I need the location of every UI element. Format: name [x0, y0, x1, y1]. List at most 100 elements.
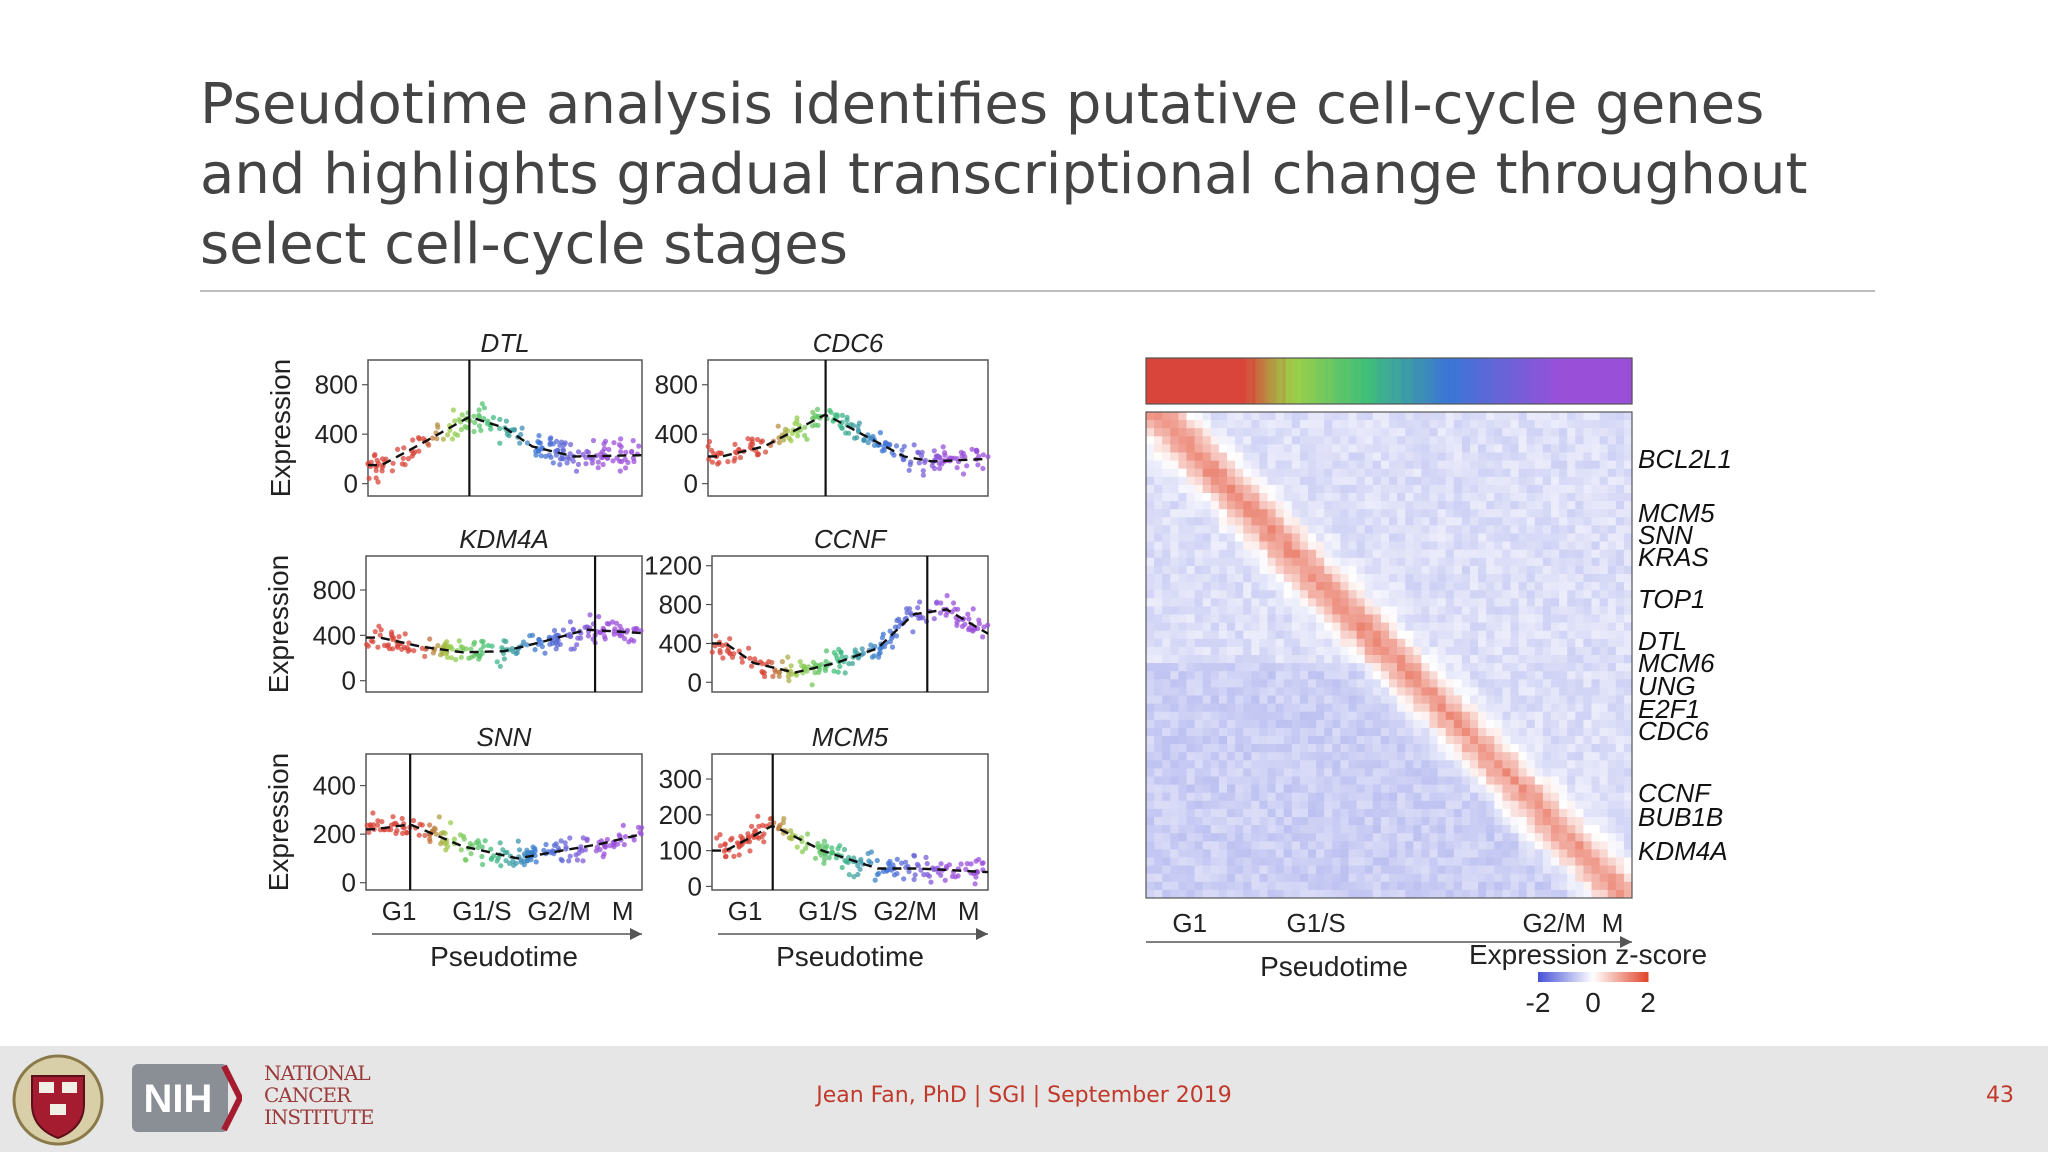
- heatmap-cell: [1146, 622, 1155, 632]
- stage-band-cell: [1328, 358, 1332, 404]
- heatmap-cell: [1429, 752, 1438, 761]
- heatmap-cell: [1178, 493, 1187, 502]
- heatmap-cell: [1599, 412, 1609, 421]
- heatmap-cell: [1316, 655, 1325, 664]
- heatmap-cell: [1551, 444, 1560, 453]
- heatmap-cell: [1324, 663, 1333, 672]
- heatmap-cell: [1437, 695, 1447, 704]
- heatmap-cell: [1308, 646, 1317, 656]
- heatmap-cell: [1478, 800, 1487, 810]
- heatmap-cell: [1389, 484, 1398, 494]
- heatmap-cell: [1502, 808, 1511, 818]
- stage-band-cell: [1313, 358, 1317, 404]
- heatmap-cell: [1251, 614, 1260, 623]
- heatmap-cell: [1356, 436, 1366, 445]
- data-point: [785, 673, 792, 680]
- heatmap-cell: [1235, 646, 1244, 656]
- heatmap-cell: [1575, 484, 1584, 494]
- heatmap-cell: [1494, 646, 1503, 656]
- heatmap-cell: [1186, 517, 1195, 526]
- heatmap-cell: [1243, 590, 1252, 599]
- heatmap-cell: [1340, 436, 1349, 445]
- heatmap-cell: [1210, 865, 1220, 875]
- heatmap-cell: [1623, 565, 1633, 575]
- heatmap-cell: [1299, 817, 1309, 826]
- data-point: [515, 838, 521, 844]
- heatmap-cell: [1615, 452, 1625, 461]
- heatmap-cell: [1210, 719, 1220, 729]
- data-point: [903, 859, 909, 865]
- data-point: [481, 643, 487, 649]
- heatmap-cell: [1283, 687, 1293, 696]
- data-point: [551, 842, 558, 849]
- heatmap-cell: [1275, 565, 1285, 575]
- heatmap-cell: [1146, 857, 1155, 866]
- heatmap-cell: [1299, 671, 1309, 680]
- heatmap-cell: [1575, 711, 1584, 721]
- heatmap-cell: [1623, 549, 1633, 559]
- heatmap-cell: [1356, 833, 1366, 842]
- heatmap-cell: [1405, 833, 1414, 842]
- heatmap-cell: [1372, 768, 1382, 777]
- heatmap-cell: [1380, 436, 1390, 445]
- data-point: [815, 840, 821, 847]
- heatmap-cell: [1599, 452, 1609, 461]
- heatmap-cell: [1170, 436, 1179, 445]
- data-point: [385, 642, 391, 648]
- heatmap-cell: [1470, 420, 1479, 429]
- heatmap-cell: [1146, 727, 1155, 737]
- stage-band-cell: [1629, 358, 1633, 404]
- heatmap-cell: [1259, 420, 1268, 429]
- data-point: [635, 824, 642, 831]
- heatmap-cell: [1615, 525, 1625, 534]
- heatmap-cell: [1324, 865, 1333, 875]
- heatmap-cell: [1494, 800, 1503, 810]
- heatmap-cell: [1259, 760, 1268, 769]
- heatmap-cell: [1340, 622, 1349, 632]
- heatmap-cell: [1218, 476, 1228, 486]
- stage-band-cell: [1613, 358, 1618, 404]
- heatmap-cell: [1251, 727, 1260, 737]
- heatmap-cell: [1551, 493, 1560, 502]
- heatmap-cell: [1470, 744, 1479, 753]
- heatmap-cell: [1275, 849, 1285, 858]
- heatmap-cell: [1486, 557, 1495, 567]
- heatmap-cell: [1348, 598, 1357, 607]
- heatmap-cell: [1348, 655, 1357, 664]
- heatmap-cell: [1235, 622, 1244, 632]
- heatmap-cell: [1486, 501, 1495, 510]
- heatmap-cell: [1502, 444, 1511, 453]
- heatmap-cell: [1510, 760, 1519, 769]
- heatmap-cell: [1486, 638, 1495, 648]
- data-point: [877, 650, 883, 656]
- stage-band-cell: [1398, 358, 1402, 404]
- data-point: [835, 669, 841, 675]
- heatmap-cell: [1202, 630, 1212, 640]
- heatmap-cell: [1518, 476, 1528, 486]
- heatmap-cell: [1356, 574, 1366, 583]
- heatmap-cell: [1534, 549, 1544, 559]
- heatmap-cell: [1510, 800, 1519, 810]
- heatmap-cell: [1518, 752, 1528, 761]
- data-point: [422, 653, 428, 660]
- data-point: [485, 642, 491, 649]
- heatmap-cell: [1502, 630, 1511, 640]
- heatmap-cell: [1259, 792, 1268, 802]
- heatmap-cell: [1251, 760, 1260, 769]
- heatmap-cell: [1154, 501, 1163, 510]
- heatmap-cell: [1210, 598, 1220, 607]
- heatmap-cell: [1235, 493, 1244, 502]
- heatmap-cell: [1308, 606, 1317, 615]
- heatmap-cell: [1583, 476, 1592, 486]
- heatmap-cell: [1470, 622, 1479, 632]
- heatmap-cell: [1494, 663, 1503, 672]
- heatmap-cell: [1154, 638, 1163, 648]
- heatmap-cell: [1607, 881, 1617, 891]
- stage-band-cell: [1249, 358, 1253, 404]
- data-point: [560, 627, 567, 633]
- heatmap-cell: [1607, 679, 1617, 688]
- heatmap-cell: [1615, 468, 1625, 478]
- heatmap-cell: [1461, 703, 1471, 713]
- heatmap-cell: [1291, 493, 1301, 502]
- heatmap-cell: [1591, 622, 1600, 632]
